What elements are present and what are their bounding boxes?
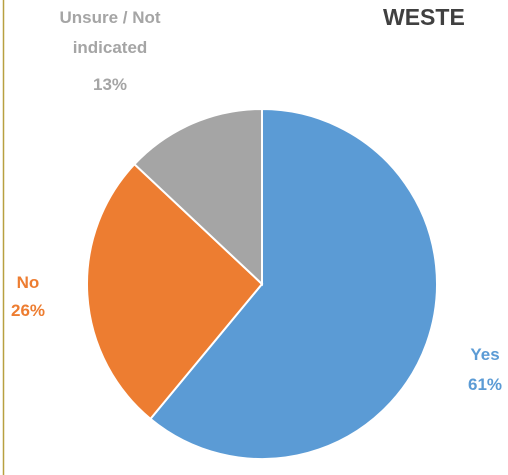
slice-value-label: 61% xyxy=(467,375,503,394)
pie-slice xyxy=(86,162,264,421)
pie-slice xyxy=(133,107,263,287)
pie-slice xyxy=(149,107,438,460)
slice-value-label: 13% xyxy=(92,75,128,94)
slice-label: Unsure / Not indicated xyxy=(59,8,161,57)
slice-value-label: 26% xyxy=(10,301,46,320)
slice-label: Yes xyxy=(470,345,500,364)
slice-label: No xyxy=(16,273,40,292)
chart-title: WESTE xyxy=(383,4,465,30)
